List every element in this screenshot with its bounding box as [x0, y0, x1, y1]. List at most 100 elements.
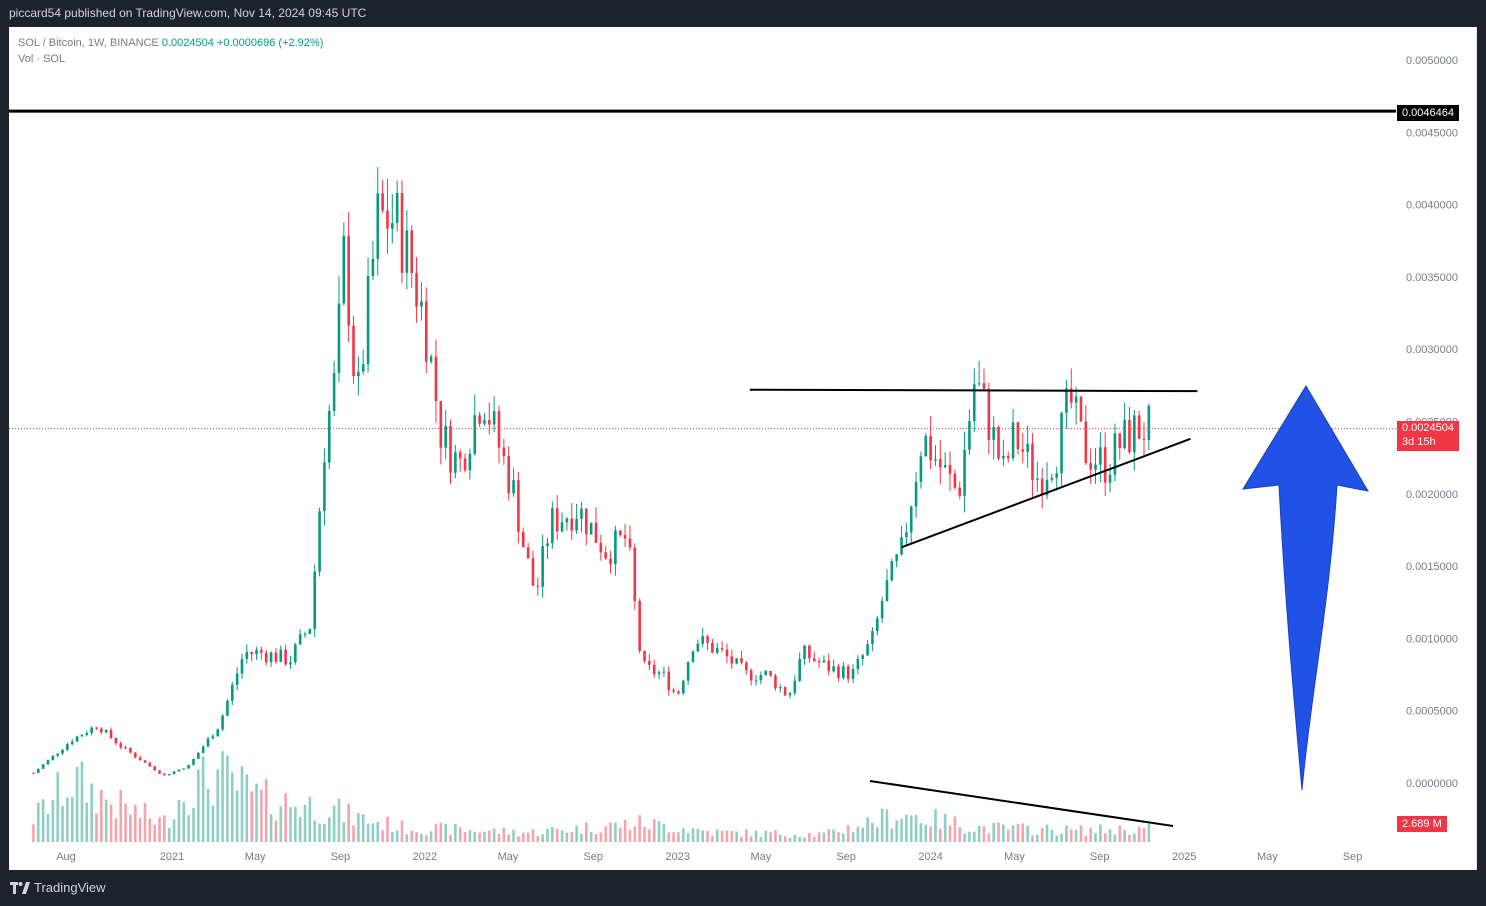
volume-bar — [778, 834, 782, 842]
volume-bar — [774, 830, 777, 842]
candle-body — [580, 508, 583, 519]
candle-body — [1006, 455, 1010, 459]
candle-body — [730, 656, 734, 664]
candle-body — [599, 542, 603, 553]
candle-body — [357, 371, 360, 377]
candle-body — [890, 561, 894, 581]
candle-body — [148, 762, 152, 767]
volume-bar — [148, 818, 152, 842]
candle-body — [555, 508, 559, 532]
volume-bar — [808, 833, 811, 842]
price-tick-label: 0.0050000 — [1406, 55, 1458, 67]
volume-bar — [681, 828, 685, 842]
volume-bar — [842, 833, 845, 842]
candle-body — [764, 671, 768, 675]
volume-bar — [424, 835, 428, 842]
candle-body — [1074, 396, 1078, 403]
candle-body — [386, 210, 389, 229]
volume-bar — [711, 835, 714, 842]
tradingview-brand[interactable]: TradingView — [10, 870, 106, 906]
volume-bar — [696, 828, 700, 842]
candle-body — [1094, 464, 1097, 470]
candle-body — [51, 755, 55, 760]
candle-body — [1123, 420, 1126, 449]
volume-bar — [672, 832, 675, 842]
candle-body — [187, 764, 190, 769]
volume-bar — [75, 766, 79, 842]
volume-bar — [939, 828, 942, 842]
candle-body — [1002, 455, 1005, 459]
volume-bar — [977, 825, 981, 842]
candle-body — [143, 760, 147, 763]
volume-legend[interactable]: Vol · SOL — [18, 53, 66, 65]
symbol-label[interactable]: SOL / Bitcoin, 1W, BINANCE — [18, 37, 159, 49]
candle-body — [609, 558, 612, 565]
volume-bar — [531, 829, 535, 842]
candle-body — [827, 660, 831, 672]
price-tick-label: 0.0005000 — [1406, 706, 1458, 718]
volume-bar — [968, 831, 971, 842]
candle-body — [798, 658, 801, 681]
volume-bar — [230, 772, 234, 842]
candle-body — [240, 658, 244, 674]
candle-body — [720, 648, 724, 650]
volume-bar — [783, 836, 787, 842]
price-tick-label: 0.0030000 — [1406, 344, 1458, 356]
candle-body — [565, 518, 569, 523]
volume-bar — [497, 833, 501, 842]
candle-body — [963, 449, 966, 496]
volume-bar — [192, 808, 195, 842]
volume-bar — [255, 783, 258, 842]
volume-bar — [992, 822, 995, 842]
volume-bar — [1108, 829, 1112, 842]
candle-body — [410, 230, 414, 274]
time-tick-label: May — [1257, 851, 1278, 863]
volume-bar — [536, 836, 540, 842]
volume-bar — [1065, 825, 1068, 842]
candle-body — [274, 652, 278, 662]
volume-tag: 2.689 M — [1397, 816, 1447, 832]
candle-body — [182, 768, 186, 770]
candle-body — [536, 585, 540, 587]
volume-bar — [245, 774, 249, 842]
candle-body — [604, 552, 607, 559]
candle-body — [968, 420, 971, 450]
volume-bar — [240, 766, 244, 842]
volume-divergence-trendline — [869, 780, 1174, 827]
candle-body — [279, 649, 283, 662]
candle-body — [1040, 478, 1044, 496]
volume-bar — [1031, 835, 1034, 842]
candle-body — [337, 303, 341, 373]
volume-bar — [1147, 823, 1151, 842]
volume-bar — [250, 791, 253, 842]
candle-body — [521, 531, 525, 548]
candle-body — [400, 192, 404, 273]
candle-body — [1108, 474, 1112, 483]
candle-body — [172, 771, 176, 774]
candle-body — [61, 749, 64, 754]
volume-bar — [405, 834, 409, 842]
volume-bar — [1026, 825, 1029, 842]
volume-bar — [488, 830, 491, 842]
candle-body — [681, 680, 685, 694]
volume-bar — [95, 813, 98, 842]
volume-bar — [745, 829, 748, 842]
volume-bar — [565, 832, 569, 842]
candle-body — [381, 193, 384, 211]
last-price-value: 0.0024504 — [1402, 422, 1454, 434]
candle-body — [361, 364, 365, 372]
volume-bar — [963, 833, 966, 842]
volume-bar — [546, 828, 549, 842]
candle-body — [914, 482, 918, 507]
candle-body — [124, 747, 127, 749]
time-tick-label: May — [750, 851, 771, 863]
volume-bar — [997, 822, 1000, 842]
chart-frame[interactable]: SOL / Bitcoin, 1W, BINANCE 0.0024504 +0.… — [9, 27, 1477, 870]
volume-bar — [167, 827, 171, 842]
candle-body — [1011, 422, 1015, 459]
candle-body — [662, 671, 666, 673]
volume-bar — [560, 830, 564, 842]
candle-body — [327, 410, 331, 463]
volume-bar — [526, 832, 530, 842]
